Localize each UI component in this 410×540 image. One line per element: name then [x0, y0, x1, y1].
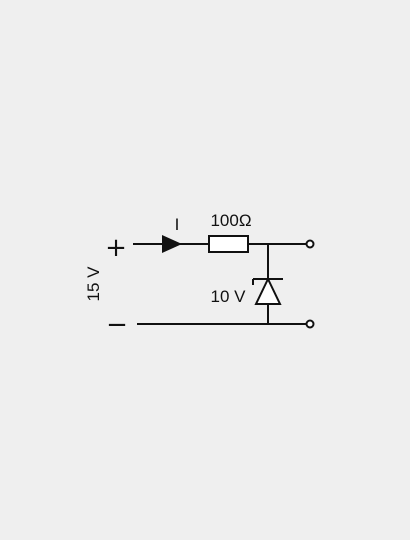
zener-diode-icon — [254, 276, 282, 305]
resistor-label: 100Ω — [210, 211, 251, 230]
zener-voltage-label: 10 V — [211, 287, 247, 306]
current-label: I — [175, 215, 180, 234]
resistor-symbol — [208, 235, 249, 253]
output-terminal-top — [305, 239, 315, 249]
supply-voltage-label: 15 V — [84, 266, 103, 302]
current-arrow-icon — [162, 235, 182, 253]
output-terminal-bottom — [305, 319, 315, 329]
negative-terminal-sign: − — [106, 310, 128, 340]
positive-terminal-sign: + — [105, 233, 127, 263]
